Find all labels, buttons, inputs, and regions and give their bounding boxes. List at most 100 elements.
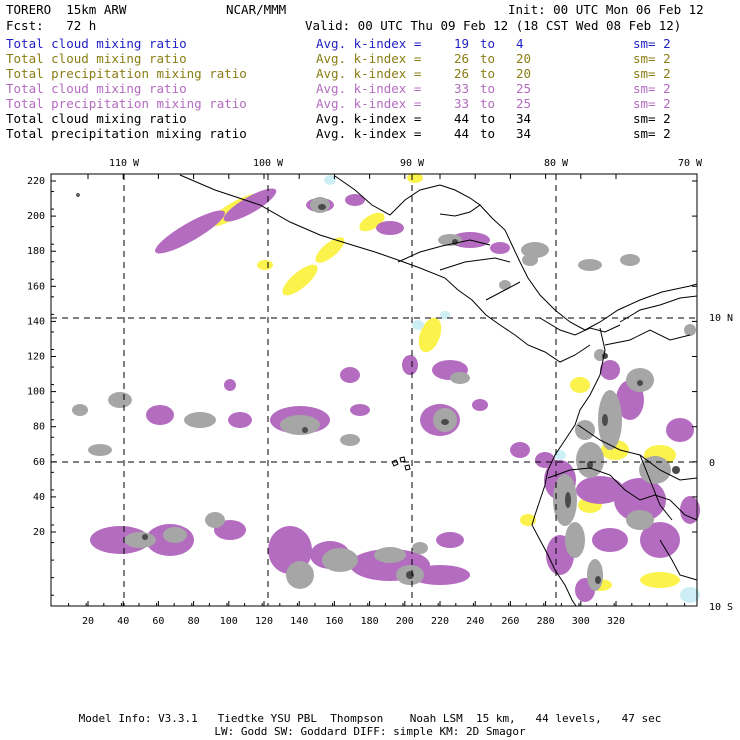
- legend-smoothing: sm= 2: [633, 126, 671, 141]
- org-label: NCAR/MMM: [226, 2, 287, 17]
- legend-field: Total cloud mixing ratio: [6, 36, 187, 51]
- longitude-label: 110 W: [109, 158, 140, 169]
- cloud-cell: [205, 512, 225, 528]
- cloud-cell: [163, 527, 187, 543]
- legend-k-start: 33: [454, 96, 470, 111]
- left-tick-label: 40: [33, 492, 45, 503]
- legend-k-end: 20: [516, 51, 532, 66]
- cloud-cell: [340, 434, 360, 446]
- cloud-cell: [666, 418, 694, 442]
- legend-k-end: 34: [516, 126, 532, 141]
- cloud-cell: [359, 212, 385, 232]
- cloud-cell: [436, 532, 464, 548]
- legend-k-end: 4: [516, 36, 524, 51]
- left-tick-label: 100: [27, 387, 45, 398]
- cloud-cell: [441, 419, 449, 425]
- left-tick-label: 220: [27, 176, 45, 187]
- cloud-cell: [302, 427, 308, 433]
- legend-index-label: Avg. k-index =: [316, 81, 422, 96]
- legend-index-label: Avg. k-index =: [316, 36, 422, 51]
- legend-to: to: [480, 36, 496, 51]
- bottom-tick-label: 40: [117, 616, 129, 627]
- legend-index-label: Avg. k-index =: [316, 96, 422, 111]
- cloud-cell: [282, 264, 318, 296]
- cloud-cell: [680, 496, 700, 524]
- legend-field: Total cloud mixing ratio: [6, 111, 187, 126]
- cloud-cell: [324, 175, 336, 185]
- cloud-cell: [450, 372, 470, 384]
- cloud-shading-layer: [72, 173, 700, 603]
- cloud-cell: [595, 576, 601, 584]
- cloud-cell: [592, 528, 628, 552]
- cloud-cell: [124, 532, 156, 548]
- model-info-line2: LW: Godd SW: Goddard DIFF: simple KM: 2D…: [214, 725, 526, 738]
- legend-k-end: 20: [516, 66, 532, 81]
- cloud-cell: [345, 194, 365, 206]
- cloud-cell: [412, 542, 428, 554]
- latitude-label: 10 N: [709, 313, 733, 324]
- legend-smoothing: sm= 2: [633, 96, 671, 111]
- coastline-layer: [76, 174, 698, 607]
- legend-to: to: [480, 66, 496, 81]
- cloud-cell: [286, 561, 314, 589]
- cloud-cell: [376, 221, 404, 235]
- init-time: Init: 00 UTC Mon 06 Feb 12: [508, 2, 704, 17]
- cloud-cell: [340, 367, 360, 383]
- legend-k-start: 44: [454, 111, 470, 126]
- bottom-tick-label: 20: [82, 616, 94, 627]
- cloud-cell: [620, 254, 640, 266]
- legend-smoothing: sm= 2: [633, 36, 671, 51]
- cloud-cell: [639, 456, 671, 484]
- legend-row: Total precipitation mixing ratio Avg. k-i…: [6, 126, 736, 141]
- legend-row: Total precipitation mixing ratio Avg. k-i…: [6, 96, 736, 111]
- legend-k-end: 34: [516, 111, 532, 126]
- legend-index-label: Avg. k-index =: [316, 126, 422, 141]
- legend-field: Total precipitation mixing ratio: [6, 66, 247, 81]
- legend-k-start: 44: [454, 126, 470, 141]
- model-title: TORERO 15km ARW: [6, 2, 127, 17]
- bottom-tick-label: 120: [255, 616, 273, 627]
- cloud-cell: [410, 565, 470, 585]
- legend-k-start: 26: [454, 66, 470, 81]
- cloud-cell: [626, 510, 654, 530]
- legend-index-label: Avg. k-index =: [316, 111, 422, 126]
- bottom-tick-label: 160: [325, 616, 343, 627]
- legend-k-start: 26: [454, 51, 470, 66]
- bottom-tick-label: 300: [572, 616, 590, 627]
- cloud-cell: [142, 534, 148, 540]
- longitude-label: 100 W: [253, 158, 284, 169]
- legend-to: to: [480, 126, 496, 141]
- cloud-cell: [576, 442, 604, 478]
- cloud-cell: [680, 587, 700, 603]
- cloud-cell: [600, 360, 620, 380]
- axis-ticks: [51, 174, 697, 606]
- legend-to: to: [480, 81, 496, 96]
- bottom-tick-label: 140: [290, 616, 308, 627]
- cloud-cell: [598, 390, 622, 450]
- cloud-cell: [146, 405, 174, 425]
- grid-lines: [51, 174, 697, 606]
- left-tick-label: 200: [27, 211, 45, 222]
- bottom-tick-label: 220: [431, 616, 449, 627]
- bottom-tick-label: 320: [607, 616, 625, 627]
- cloud-cell: [228, 412, 252, 428]
- legend-smoothing: sm= 2: [633, 111, 671, 126]
- bottom-tick-label: 100: [220, 616, 238, 627]
- cloud-cell: [402, 355, 418, 375]
- cloud-cell: [374, 547, 406, 563]
- cloud-cell: [412, 320, 424, 330]
- cloud-cell: [257, 260, 273, 270]
- cloud-cell: [637, 380, 643, 386]
- cloud-cell: [587, 461, 593, 469]
- cloud-cell: [472, 399, 488, 411]
- left-tick-label: 80: [33, 422, 45, 433]
- cloud-cell: [108, 392, 132, 408]
- left-tick-label: 60: [33, 457, 45, 468]
- latitude-label: 0: [709, 458, 715, 469]
- bottom-tick-label: 260: [501, 616, 519, 627]
- legend-field: Total precipitation mixing ratio: [6, 126, 247, 141]
- cloud-cell: [490, 242, 510, 254]
- cloud-cell: [155, 210, 225, 254]
- legend-index-label: Avg. k-index =: [316, 66, 422, 81]
- cloud-cell: [570, 377, 590, 393]
